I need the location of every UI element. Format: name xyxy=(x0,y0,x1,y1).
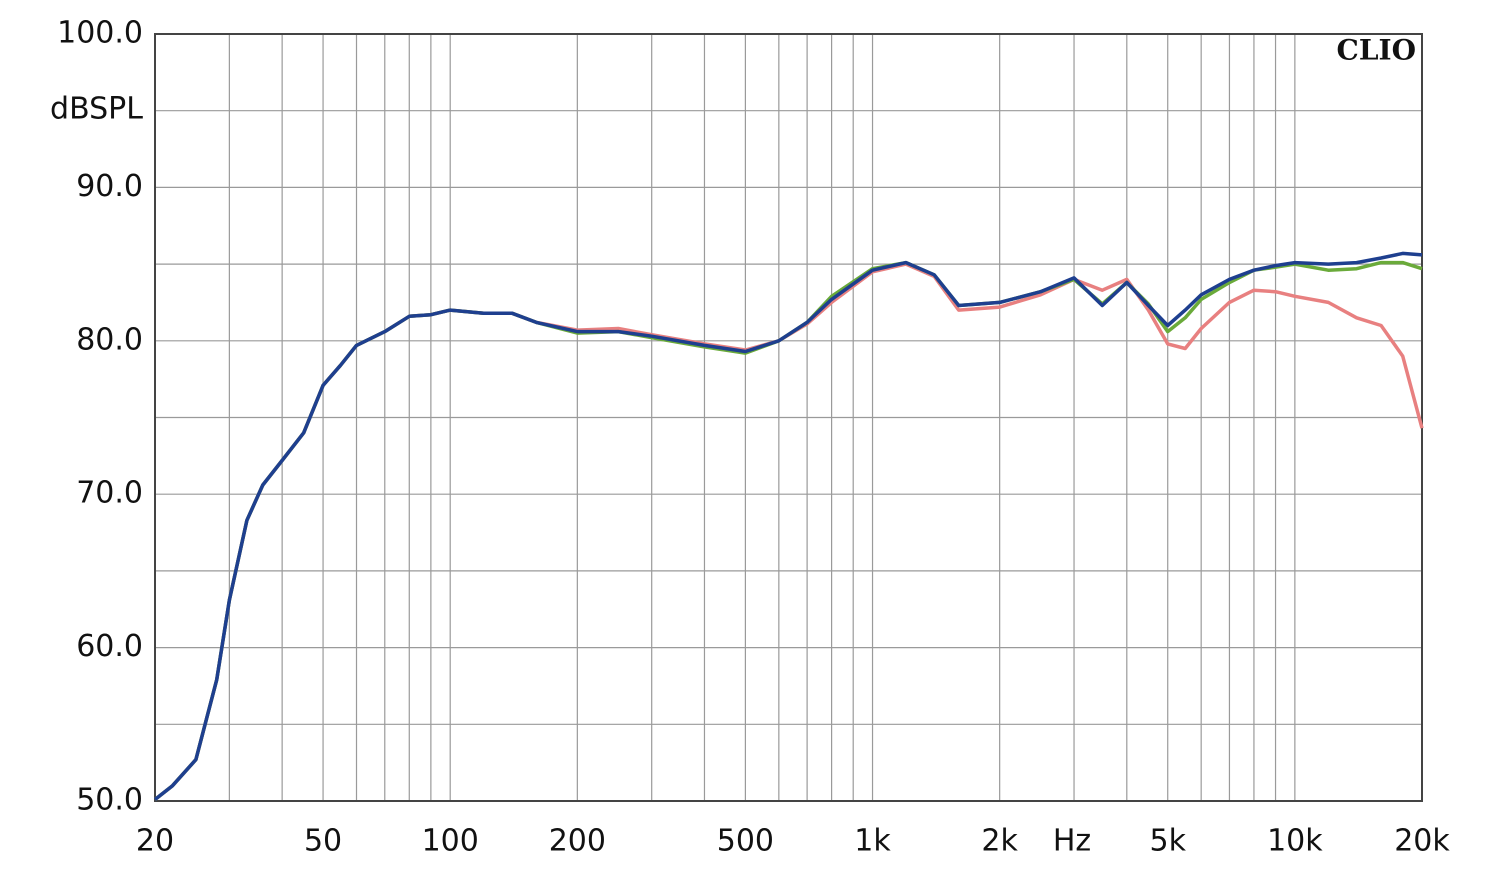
y-tick-label: 50.0 xyxy=(76,783,143,818)
y-tick-label: 90.0 xyxy=(76,169,143,204)
y-tick-label: 80.0 xyxy=(76,322,143,357)
y-tick-label: 100.0 xyxy=(57,16,143,51)
x-tick-label: 200 xyxy=(549,824,606,859)
x-tick-label: 100 xyxy=(422,824,479,859)
x-tick-label: 5k xyxy=(1149,824,1186,859)
x-axis-label: Hz xyxy=(1053,824,1091,859)
x-tick-label: 10k xyxy=(1267,824,1323,859)
x-tick-label: 500 xyxy=(717,824,774,859)
series-line xyxy=(153,260,1423,801)
brand: CLIO xyxy=(1337,34,1416,67)
x-tick-label: 20k xyxy=(1394,824,1450,859)
y-axis-label: dBSPL xyxy=(50,92,143,127)
x-tick-label: 50 xyxy=(304,824,342,859)
plot-frame xyxy=(154,33,1423,802)
x-tick-label: 20 xyxy=(136,824,174,859)
y-tick-label: 60.0 xyxy=(76,629,143,664)
x-tick-label: 2k xyxy=(981,824,1018,859)
x-tick-label: 1k xyxy=(854,824,891,859)
y-tick-label: 70.0 xyxy=(76,476,143,511)
series-line xyxy=(153,262,1424,801)
series-line xyxy=(153,251,1423,801)
